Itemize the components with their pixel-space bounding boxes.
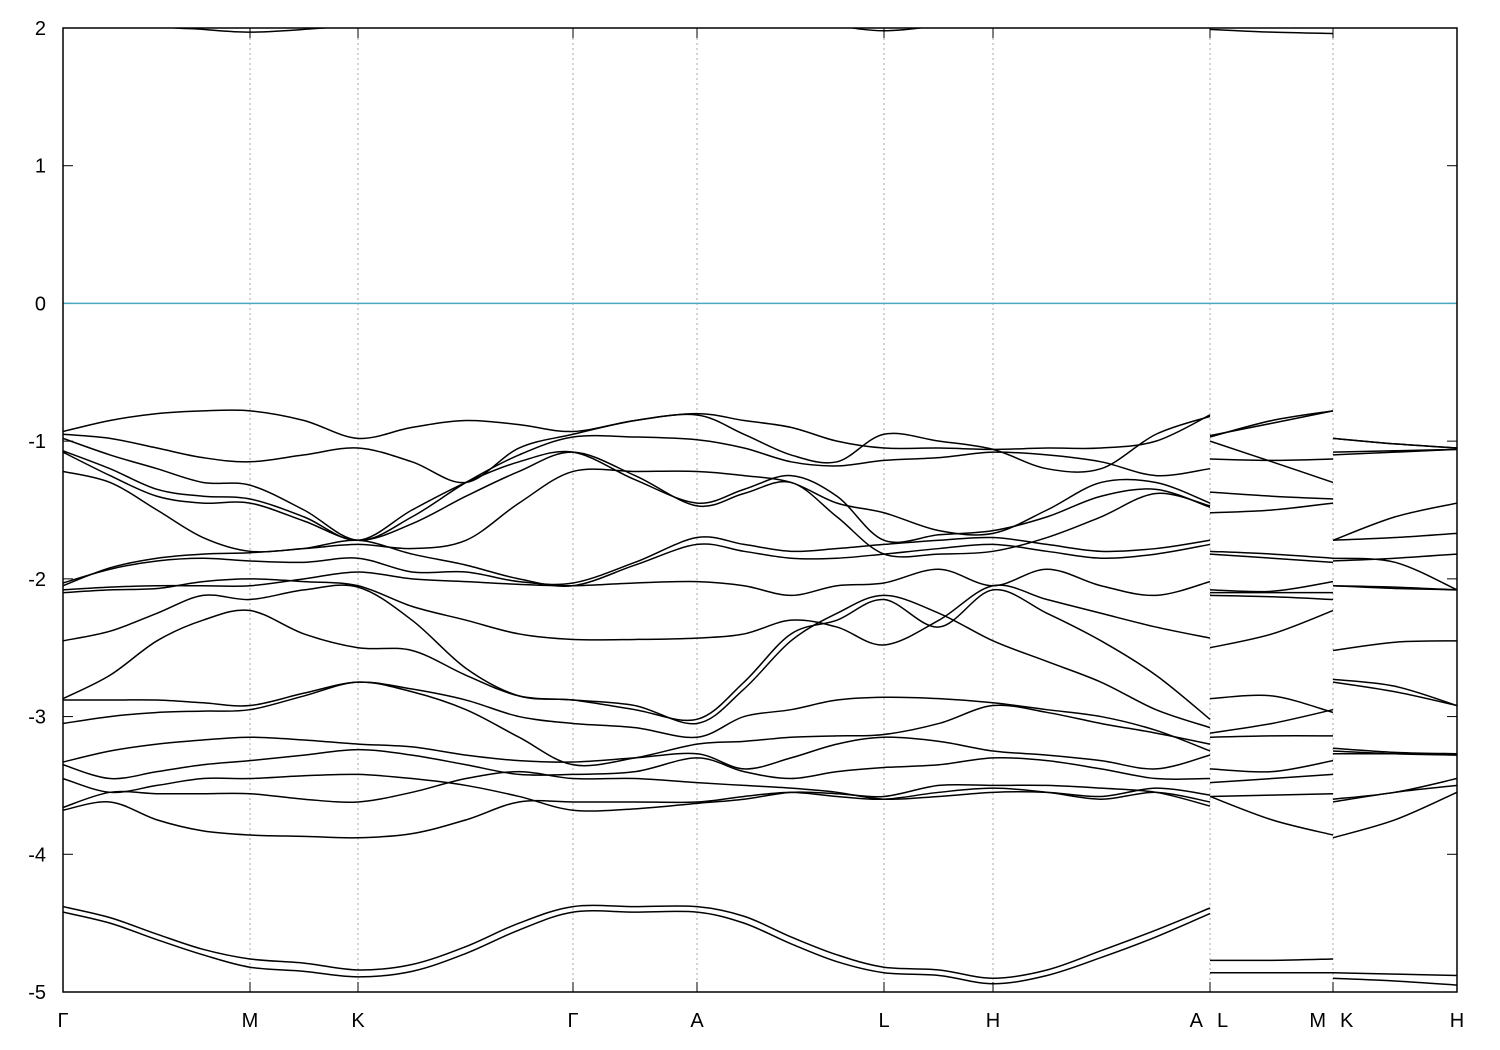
y-tick-label: -2 (28, 569, 46, 591)
band-line (63, 536, 1457, 591)
band-line (63, 468, 1457, 553)
band-line (63, 539, 1457, 587)
x-tick-label: M (242, 1010, 259, 1032)
band-line (63, 681, 1457, 767)
bands (63, 28, 1457, 986)
x-tick-label: K (351, 1010, 365, 1032)
y-tick-label: 2 (35, 18, 46, 40)
band-line (63, 584, 1457, 722)
x-tick-label: Γ (567, 1010, 578, 1032)
band-line (63, 773, 1457, 812)
y-tick-label: 1 (35, 156, 46, 178)
band-line (63, 434, 1457, 542)
y-tick-label: -1 (28, 431, 46, 453)
x-tick-label: H (1450, 1010, 1464, 1032)
band-line (168, 28, 1334, 35)
x-tick-label: A (1190, 1010, 1204, 1032)
plot-frame (62, 27, 1458, 993)
band-line (63, 451, 1457, 558)
band-line (63, 594, 1457, 729)
y-tick-label: 0 (35, 293, 46, 315)
x-tick-label: Γ (57, 1010, 68, 1032)
x-tick-label: L (1217, 1010, 1228, 1032)
band-line (63, 904, 1457, 979)
band-line (63, 910, 1457, 986)
band-line (63, 787, 1457, 839)
band-line (63, 681, 1457, 755)
x-tick-label: A (690, 1010, 704, 1032)
x-tick-label: M (1309, 1010, 1326, 1032)
y-tick-label: -5 (28, 982, 46, 1004)
x-tick-label: L (878, 1010, 889, 1032)
y-tick-label: -4 (28, 844, 46, 866)
x-tick-label: K (1340, 1010, 1354, 1032)
band-line (63, 568, 1457, 597)
y-tick-label: -3 (28, 707, 46, 729)
x-tick-label: H (986, 1010, 1000, 1032)
band-line (63, 409, 1457, 473)
